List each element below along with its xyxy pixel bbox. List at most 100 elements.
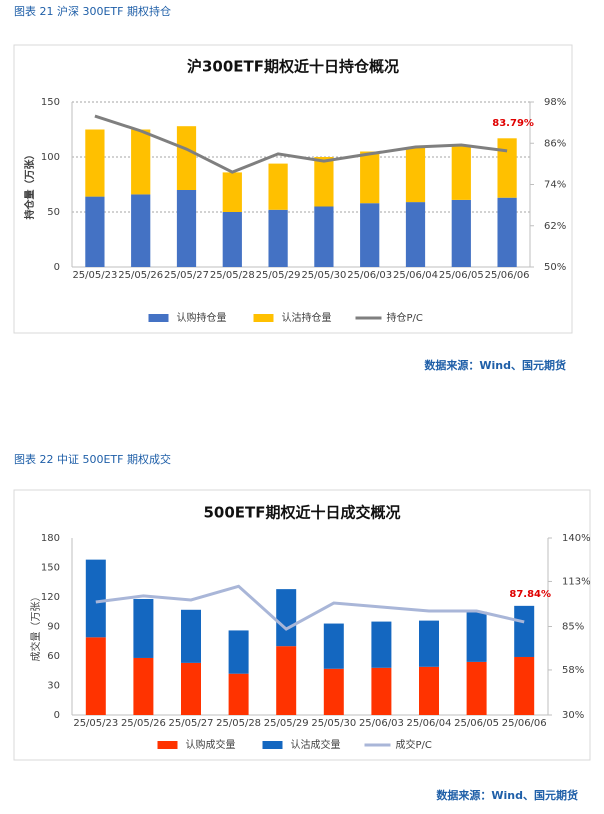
line-series <box>95 584 525 631</box>
y-tick-label: 100 <box>41 152 60 163</box>
x-tick-label: 25/05/29 <box>264 718 309 729</box>
bar-segment <box>360 203 380 267</box>
x-tick-label: 25/05/26 <box>121 718 166 729</box>
figure-caption: 图表 21 沪深 300ETF 期权持仓 <box>14 4 171 18</box>
x-tick-label: 25/05/30 <box>301 270 346 281</box>
legend-label: 持仓P/C <box>387 311 423 324</box>
bar-segment <box>405 147 426 203</box>
x-tick-label: 25/05/23 <box>73 718 118 729</box>
bar-segment <box>276 646 297 715</box>
bar-segment <box>222 212 242 267</box>
bar-segment <box>360 151 380 204</box>
bar-segment <box>268 163 288 210</box>
bar-segment <box>497 197 517 267</box>
chart-title: 沪300ETF期权近十日持仓概况 <box>187 58 399 76</box>
bar-segment <box>133 657 154 715</box>
bar-segment <box>451 199 471 267</box>
x-tick-label: 25/06/03 <box>359 718 404 729</box>
bar-segment <box>419 666 439 715</box>
y2-tick-label: 86% <box>544 138 566 149</box>
y2-tick-label: 50% <box>544 262 566 273</box>
y-tick-label: 120 <box>41 592 60 603</box>
y-tick-label: 0 <box>54 262 60 273</box>
x-tick-label: 25/06/03 <box>347 270 392 281</box>
bar-segment <box>466 661 487 715</box>
bar-segment <box>371 621 392 668</box>
chart-frame <box>13 44 573 334</box>
x-tick-label: 25/06/04 <box>407 718 452 729</box>
data-label: 87.84% <box>509 589 551 600</box>
x-tick-label: 25/06/05 <box>454 718 499 729</box>
x-tick-label: 25/06/04 <box>393 270 438 281</box>
bar-segment <box>276 589 297 647</box>
bar-segment <box>419 620 439 667</box>
bar-segment <box>85 129 105 197</box>
bar-segment <box>176 190 197 267</box>
bar-segment <box>85 637 106 715</box>
y2-tick-label: 140% <box>562 533 591 544</box>
bar-segment <box>176 126 197 190</box>
bar-segment <box>371 667 392 715</box>
legend-label: 认购持仓量 <box>177 311 227 324</box>
bar-segment <box>466 611 487 662</box>
legend-label: 认沽持仓量 <box>282 311 332 324</box>
x-tick-label: 25/05/28 <box>210 270 255 281</box>
figure-caption: 图表 22 中证 500ETF 期权成交 <box>14 452 171 466</box>
x-tick-label: 25/06/05 <box>439 270 484 281</box>
y2-tick-label: 98% <box>544 97 566 108</box>
bar-segment <box>514 656 535 715</box>
y-tick-label: 30 <box>47 681 60 692</box>
x-tick-label: 25/05/27 <box>169 718 214 729</box>
bar-segment <box>268 209 288 267</box>
bar-segment <box>314 206 334 267</box>
x-tick-label: 25/06/06 <box>502 718 547 729</box>
bar-segment <box>497 138 517 198</box>
bar-segment <box>85 196 105 267</box>
legend-swatch <box>253 314 274 322</box>
x-tick-label: 25/05/27 <box>164 270 209 281</box>
bar-segment <box>181 609 201 663</box>
legend-label: 认沽成交量 <box>291 738 341 751</box>
legend-label: 认购成交量 <box>186 738 236 751</box>
y2-tick-label: 30% <box>562 710 584 721</box>
legend-swatch <box>148 314 169 322</box>
y-tick-label: 180 <box>41 533 60 544</box>
bar-segment <box>405 202 426 267</box>
legend-swatch <box>262 741 283 749</box>
line-series <box>94 114 508 174</box>
y2-tick-label: 85% <box>562 622 584 633</box>
bar-segment <box>133 598 154 658</box>
bar-segment <box>323 623 344 669</box>
bar-segment <box>222 172 242 212</box>
source-note: 数据来源：Wind、国元期货 <box>424 358 566 372</box>
x-tick-label: 25/05/30 <box>311 718 356 729</box>
bar-segment <box>85 559 106 638</box>
legend-swatch <box>157 741 178 749</box>
y2-tick-label: 58% <box>562 665 584 676</box>
x-tick-label: 25/05/23 <box>72 270 117 281</box>
bar-segment <box>314 157 334 207</box>
y-tick-label: 150 <box>41 563 60 574</box>
legend-label: 成交P/C <box>396 738 432 751</box>
y-tick-label: 150 <box>41 97 60 108</box>
y-tick-label: 50 <box>47 207 60 218</box>
y-axis-title: 持仓量（万张） <box>23 150 36 220</box>
x-tick-label: 25/05/29 <box>256 270 301 281</box>
bar-segment <box>514 605 535 657</box>
data-label: 83.79% <box>492 118 534 129</box>
chart-title: 500ETF期权近十日成交概况 <box>203 504 400 522</box>
x-tick-label: 25/05/26 <box>118 270 163 281</box>
bar-segment <box>181 662 201 715</box>
source-note: 数据来源：Wind、国元期货 <box>436 788 578 802</box>
bar-segment <box>131 194 151 267</box>
y-tick-label: 60 <box>47 651 60 662</box>
y2-tick-label: 74% <box>544 180 566 191</box>
y-tick-label: 90 <box>47 622 60 633</box>
bar-segment <box>451 146 471 200</box>
bar-segment <box>228 673 249 715</box>
x-tick-label: 25/05/28 <box>216 718 261 729</box>
y2-tick-label: 113% <box>562 576 591 587</box>
x-tick-label: 25/06/06 <box>485 270 530 281</box>
y2-tick-label: 62% <box>544 221 566 232</box>
